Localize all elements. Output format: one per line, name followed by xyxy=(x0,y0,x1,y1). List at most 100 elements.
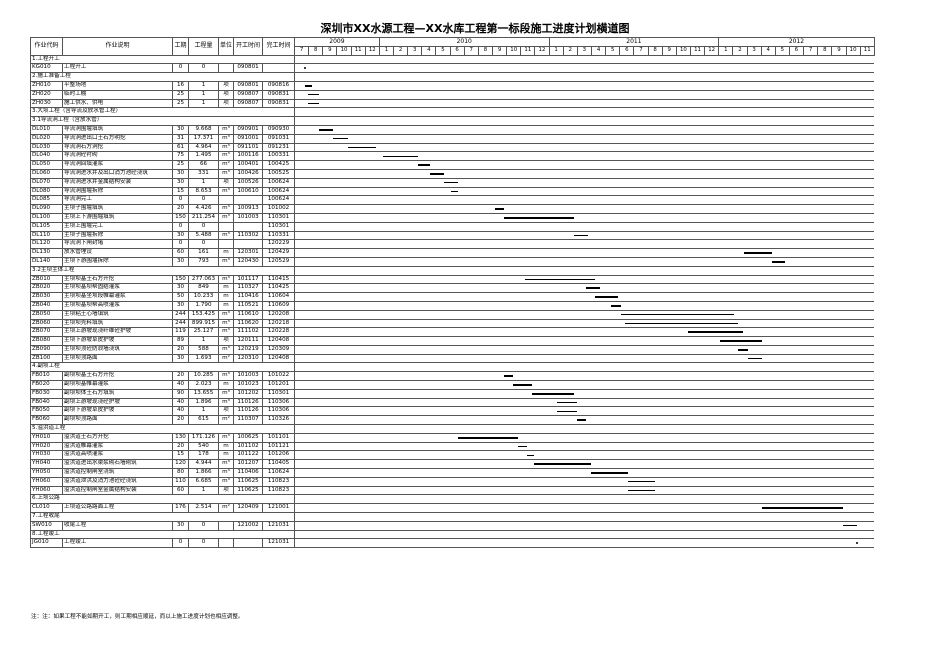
gantt-cell xyxy=(478,459,493,470)
gantt-cell xyxy=(464,124,479,135)
gantt-cell xyxy=(492,124,507,135)
gantt-cell xyxy=(676,415,691,426)
gantt-cell xyxy=(379,265,394,276)
gantt-cell xyxy=(591,204,606,214)
gantt-cell xyxy=(549,300,564,311)
month-header: 10 xyxy=(336,45,352,56)
cell-desc: 溢洪道泄洪及消力池砼砼浇筑 xyxy=(62,476,173,487)
gantt-cell xyxy=(761,441,776,452)
gantt-cell xyxy=(549,195,564,206)
gantt-cell xyxy=(322,63,337,74)
gantt-cell xyxy=(464,160,479,170)
gantt-cell xyxy=(775,468,790,478)
gantt-cell xyxy=(690,168,705,179)
gantt-cell xyxy=(294,186,309,197)
gantt-cell xyxy=(619,151,634,162)
gantt-cell xyxy=(365,292,380,302)
gantt-cell xyxy=(648,168,663,179)
cell-start: 110620 xyxy=(233,318,264,329)
gantt-cell xyxy=(817,485,832,496)
gantt-cell xyxy=(747,362,762,373)
gantt-cell xyxy=(775,72,790,82)
gantt-cell xyxy=(846,186,861,197)
schedule-table: 作业代码 作业说明 工期 工程量 单位 开工时间 完工时间 2009 2010 2011 2012 7… xyxy=(29,37,875,549)
gantt-cell xyxy=(464,441,479,452)
gantt-cell xyxy=(732,168,748,179)
cell-start: 120409 xyxy=(233,503,264,514)
gantt-cell xyxy=(294,397,309,408)
gantt-cell xyxy=(789,89,804,100)
gantt-cell xyxy=(591,168,606,179)
gantt-cell xyxy=(520,195,535,206)
cell-unit: m xyxy=(217,450,235,461)
gantt-cell xyxy=(393,397,408,408)
gantt-cell xyxy=(506,80,521,91)
gantt-cell xyxy=(775,274,790,285)
gantt-cell xyxy=(761,248,776,258)
gantt-cell xyxy=(563,274,578,285)
gantt-cell xyxy=(393,151,408,162)
gantt-cell xyxy=(775,248,790,258)
gantt-cell xyxy=(732,300,748,311)
gantt-cell xyxy=(605,142,620,153)
gantt-cell xyxy=(563,168,578,179)
gantt-cell xyxy=(351,485,366,496)
cell-duration: 110 xyxy=(172,476,189,487)
gantt-cell xyxy=(322,353,337,364)
gantt-cell xyxy=(336,212,352,223)
gantt-cell xyxy=(351,54,366,65)
gantt-cell xyxy=(520,98,535,109)
gantt-cell xyxy=(577,318,592,329)
gantt-cell xyxy=(365,468,380,478)
table-row: DL090 主坝子围堰填筑 20 4.426 m³ 100913 101002 xyxy=(30,204,875,214)
gantt-cell xyxy=(718,503,733,514)
cell-quantity: 1 xyxy=(188,98,219,109)
gantt-cell xyxy=(351,424,366,434)
gantt-cell xyxy=(676,441,691,452)
gantt-cell xyxy=(803,274,818,285)
cell-start: 090801 xyxy=(233,80,264,91)
cell-start xyxy=(233,239,264,250)
gantt-cell xyxy=(421,388,436,399)
gantt-cell xyxy=(817,459,832,470)
gantt-cell xyxy=(308,98,323,109)
gantt-cell xyxy=(506,380,521,390)
gantt-cell xyxy=(563,204,578,214)
gantt-cell xyxy=(846,494,861,505)
table-row: DL080 导流洞围堰拆除 15 8.653 m³ 100610 100624 xyxy=(30,186,875,197)
gantt-cell xyxy=(662,432,677,443)
gantt-cell xyxy=(351,151,366,162)
gantt-cell xyxy=(648,274,663,285)
gantt-cell xyxy=(676,98,691,109)
cell-desc: 导流洞下闸封堵 xyxy=(62,239,173,250)
gantt-cell xyxy=(761,309,776,320)
gantt-cell xyxy=(605,503,620,514)
gantt-cell xyxy=(577,424,592,434)
gantt-cell xyxy=(365,116,380,126)
gantt-cell xyxy=(860,494,875,505)
gantt-cell xyxy=(860,353,875,364)
gantt-cell xyxy=(492,441,507,452)
gantt-cell xyxy=(534,476,550,487)
gantt-cell xyxy=(492,494,507,505)
gantt-cell xyxy=(648,441,663,452)
gantt-cell xyxy=(846,424,861,434)
cell-desc: 施工供水、供电 xyxy=(62,98,173,109)
gantt-cell xyxy=(860,292,875,302)
gantt-cell xyxy=(605,432,620,443)
gantt-cell xyxy=(619,292,634,302)
gantt-cell xyxy=(450,459,465,470)
gantt-cell xyxy=(662,177,677,188)
gantt-cell xyxy=(831,221,846,232)
gantt-cell xyxy=(478,468,493,478)
gantt-cell xyxy=(676,503,691,514)
gantt-cell xyxy=(817,133,832,144)
gantt-cell xyxy=(351,72,366,82)
gantt-cell xyxy=(662,520,677,531)
gantt-cell xyxy=(690,292,705,302)
gantt-cell xyxy=(718,388,733,399)
gantt-cell xyxy=(676,133,691,144)
gantt-cell xyxy=(365,512,380,522)
gantt-cell xyxy=(761,274,776,285)
gantt-cell xyxy=(563,63,578,74)
